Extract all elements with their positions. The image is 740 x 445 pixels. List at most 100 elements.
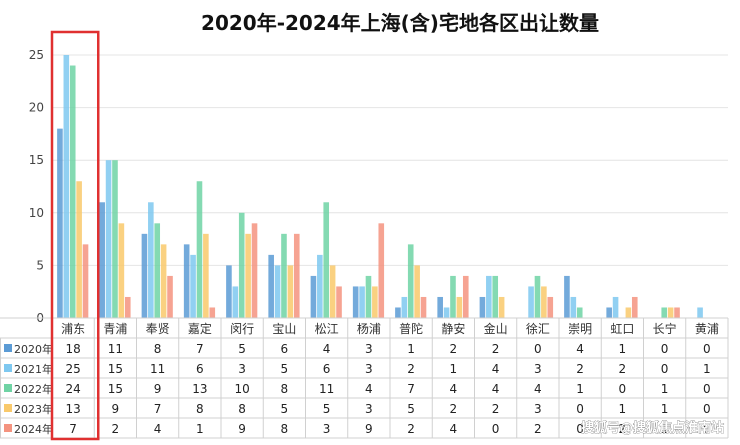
bar (456, 296, 463, 318)
table-cell: 9 (238, 422, 246, 436)
bar (124, 296, 131, 318)
x-tick-label: 崇明 (568, 322, 592, 336)
bar (352, 286, 359, 318)
x-tick-label: 普陀 (399, 321, 423, 336)
bar (167, 275, 173, 318)
bar (118, 223, 125, 318)
bar (492, 275, 499, 318)
table-cell: 2 (619, 422, 627, 436)
table-cell: 2 (534, 422, 542, 436)
table-cell: 7 (154, 402, 162, 416)
chart-title: 2020年-2024年上海(含)宅地各区出让数量 (201, 11, 599, 35)
x-tick-label: 徐汇 (526, 321, 550, 336)
bar (479, 296, 486, 318)
bar (606, 307, 612, 318)
table-cell: 1 (576, 382, 584, 396)
table-cell: 18 (65, 342, 80, 356)
bar (414, 265, 420, 318)
table-cell: 1 (196, 422, 204, 436)
legend-swatch (4, 424, 12, 432)
x-tick-label: 松江 (315, 322, 339, 336)
y-tick-label: 20 (29, 101, 44, 115)
bar (310, 275, 317, 318)
bar (336, 286, 342, 318)
highlight-box (50, 30, 100, 441)
table-cell: 4 (492, 382, 500, 396)
bar (281, 233, 287, 318)
bar (251, 223, 258, 318)
table-cell: 24 (65, 382, 80, 396)
x-tick-label: 长宁 (653, 321, 677, 336)
table-cell: 2 (112, 422, 120, 436)
bar (534, 275, 541, 318)
table-cell: 2 (492, 342, 500, 356)
bar (486, 275, 492, 318)
table-cell: 1 (661, 422, 669, 436)
table-cell: 0 (492, 422, 500, 436)
bar (631, 296, 638, 318)
legend-swatch (4, 364, 12, 372)
table-cell: 4 (450, 422, 458, 436)
bar (293, 233, 300, 318)
table-cell: 3 (365, 362, 373, 376)
table-cell: 8 (196, 402, 204, 416)
table-cell: 4 (323, 342, 331, 356)
bar (365, 275, 372, 318)
bar (378, 223, 385, 318)
table-cell: 11 (150, 362, 165, 376)
x-tick-label: 闵行 (230, 321, 254, 336)
bar (209, 307, 216, 318)
bar (112, 160, 118, 318)
table-cell: 8 (281, 382, 289, 396)
table-cell: 6 (281, 342, 289, 356)
table-cell: 3 (534, 402, 542, 416)
table-cell: 10 (234, 382, 249, 396)
table-cell: 2 (407, 422, 415, 436)
bar (226, 265, 232, 318)
table-cell: 0 (661, 342, 669, 356)
bar (183, 244, 190, 318)
x-tick-label: 虹口 (610, 322, 634, 336)
bar (69, 65, 76, 319)
legend-swatch (4, 384, 12, 392)
table-cell: 0 (534, 342, 542, 356)
bar (274, 265, 281, 318)
bar (372, 286, 378, 318)
table-cell: 1 (703, 362, 711, 376)
table-cell: 0 (619, 382, 627, 396)
table-cell: 1 (661, 382, 669, 396)
bar (450, 275, 456, 318)
legend-label: 2023年 (14, 402, 53, 416)
table-cell: 9 (154, 382, 162, 396)
table-cell: 15 (108, 362, 123, 376)
table-cell: 1 (407, 342, 415, 356)
table-cell: 3 (323, 422, 331, 436)
highlight-rect (50, 30, 100, 441)
x-tick-label: 嘉定 (188, 321, 212, 336)
bar (420, 296, 427, 318)
table-cell: 0 (661, 362, 669, 376)
table-cell: 9 (112, 402, 120, 416)
table-cell: 3 (238, 362, 246, 376)
bar (612, 296, 619, 318)
table-cell: 11 (319, 382, 334, 396)
table-cell: 5 (281, 362, 289, 376)
bar (541, 286, 547, 318)
table-cell: 0 (576, 422, 584, 436)
table-cell: 1 (619, 402, 627, 416)
table-cell: 6 (196, 362, 204, 376)
table-cell: 2 (450, 342, 458, 356)
table-cell: 25 (65, 362, 80, 376)
bar (667, 307, 674, 318)
bar (160, 244, 167, 318)
table-cell: 2 (407, 362, 415, 376)
bar (401, 296, 408, 318)
table-cell: 13 (65, 402, 80, 416)
bar (287, 265, 294, 318)
x-tick-label: 黄浦 (695, 322, 719, 336)
bar (76, 181, 82, 318)
y-tick-label: 10 (29, 206, 44, 220)
x-tick-label: 宝山 (272, 322, 296, 336)
